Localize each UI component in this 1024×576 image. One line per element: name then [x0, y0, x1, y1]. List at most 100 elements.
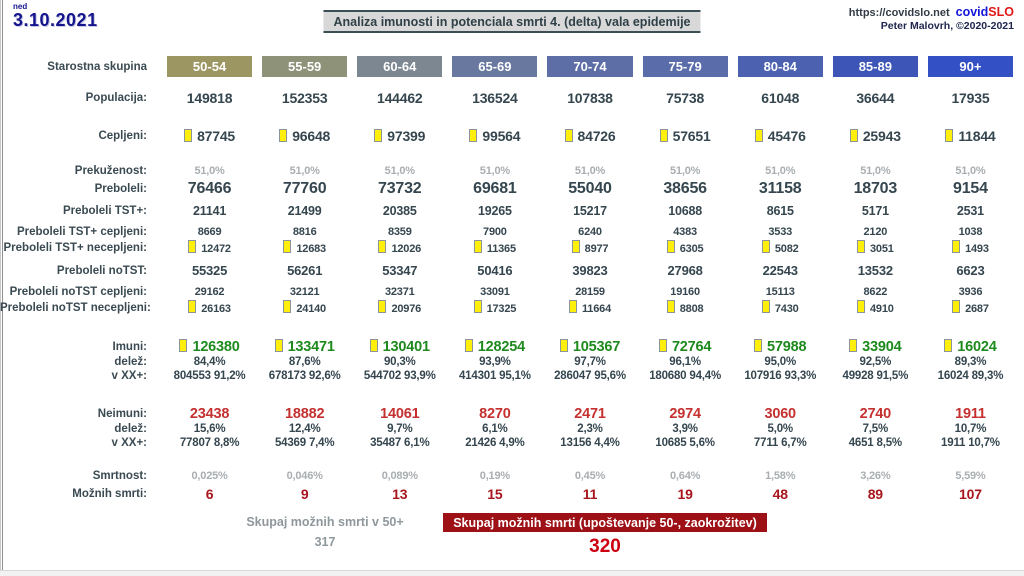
- cell-prekuzenost-75-79: 51,0%: [670, 165, 701, 177]
- age-group-row-label: Starostna skupina: [47, 60, 147, 73]
- cell-preboleli-60-64: 73732: [378, 180, 422, 197]
- cell-preboleli-tst-50-54: 21141: [193, 204, 227, 218]
- cell-imuni-vxx-65-69: 414301 95,1%: [458, 369, 531, 382]
- cell-notst-cepljeni-90+: 3936: [958, 286, 983, 298]
- cell-notst-necepljeni-85-89: 4910: [828, 300, 923, 316]
- cell-cepljeni-80-84: 45476: [733, 127, 828, 145]
- age-group-header-60-64: 60-64: [357, 56, 443, 77]
- cell-neimuni-delez-90+: 10,7%: [954, 423, 987, 435]
- cell-smrtnost-75-79: 0,64%: [670, 470, 701, 482]
- total-deaths-50plus-label: Skupaj možnih smrti v 50+: [246, 515, 404, 529]
- cell-cepljeni-90+: 11844: [923, 127, 1018, 145]
- cell-moznih-smrti-60-64: 13: [392, 486, 408, 502]
- yellow-marker-icon: [761, 300, 770, 313]
- cell-preboleli-75-79: 38656: [663, 180, 707, 197]
- cell-tst-cepljeni-80-84: 3533: [768, 226, 793, 238]
- cell-neimuni-vxx-55-59: 54369 7,4%: [274, 436, 335, 449]
- cell-tst-necepljeni-60-64: 12026: [352, 240, 447, 256]
- yellow-marker-icon: [473, 240, 482, 253]
- cell-prekuzenost-65-69: 51,0%: [479, 165, 510, 177]
- yellow-marker-icon: [666, 240, 675, 253]
- cell-preboleli-85-89: 18703: [853, 180, 898, 197]
- row-neimuni-delez: delež: 15,6% 12,4% 9,7% 6,1% 2,3% 3,9% 5,0% 7,5%…: [0, 423, 1018, 437]
- age-group-header-65-69: 65-69: [452, 56, 538, 77]
- yellow-marker-icon: [179, 339, 188, 352]
- cell-neimuni-55-59: 18882: [285, 406, 325, 422]
- cell-neimuni-vxx-75-79: 10685 5,6%: [655, 436, 715, 449]
- yellow-marker-icon: [188, 240, 197, 253]
- cell-preboleli-55-59: 77760: [282, 180, 327, 197]
- cell-neimuni-vxx-80-84: 7711 6,7%: [753, 436, 807, 449]
- cell-tst-necepljeni-50-54: 12472: [162, 240, 257, 256]
- author-credit: Peter Malovrh, ©2020-2021: [880, 20, 1014, 32]
- age-group-header-70-74: 70-74: [547, 56, 633, 77]
- row-preboleli-notst: Preboleli noTST: 55325 56261 53347 50416 3982…: [0, 263, 1018, 279]
- cell-smrtnost-80-84: 1,58%: [765, 470, 796, 482]
- yellow-marker-icon: [761, 240, 770, 253]
- cell-cepljeni-55-59: 96648: [257, 127, 352, 145]
- site-url-line: https://covidslo.net covidSLO: [849, 5, 1014, 20]
- cell-neimuni-85-89: 2740: [859, 406, 892, 422]
- row-prekuzenost: Prekuženost: 51,0% 51,0% 51,0% 51,0% 51,0% 51,…: [0, 165, 1018, 178]
- row-label-notst-cepljeni: Preboleli noTST cepljeni:: [9, 286, 147, 298]
- header-links: https://covidslo.net covidSLO Peter Malov…: [849, 5, 1014, 33]
- cell-tst-necepljeni-90+: 1493: [923, 240, 1018, 256]
- cell-notst-necepljeni-65-69: 17325: [447, 300, 542, 316]
- page-title: Analiza imunosti in potenciala smrti 4. …: [323, 10, 701, 33]
- row-populacija: Populacija: 149818 152353 144462 136524 10783…: [0, 89, 1018, 107]
- cell-notst-necepljeni-80-84: 7430: [733, 300, 828, 316]
- row-label-preboleli-tst: Preboleli TST+:: [62, 205, 147, 217]
- cell-moznih-smrti-65-69: 15: [487, 486, 503, 502]
- row-label-neimuni-delez: delež:: [114, 423, 147, 435]
- cell-imuni-delez-85-89: 92,5%: [859, 356, 892, 368]
- cell-prekuzenost-85-89: 51,0%: [860, 165, 891, 177]
- cell-imuni-delez-80-84: 95,0%: [764, 356, 797, 368]
- cell-imuni-delez-55-59: 87,6%: [288, 356, 321, 368]
- site-url-link[interactable]: https://covidslo.net: [848, 7, 950, 19]
- cell-notst-cepljeni-85-89: 8622: [863, 286, 888, 298]
- cell-neimuni-delez-75-79: 3,9%: [672, 423, 698, 435]
- cell-preboleli-tst-85-89: 5171: [861, 204, 889, 218]
- cell-imuni-90+: 16024: [923, 338, 1018, 356]
- cell-notst-necepljeni-50-54: 26163: [162, 300, 257, 316]
- cell-neimuni-vxx-50-54: 77807 8,8%: [179, 436, 240, 449]
- cell-preboleli-tst-55-59: 21499: [287, 204, 322, 218]
- cell-tst-necepljeni-80-84: 5082: [733, 240, 828, 256]
- cell-preboleli-tst-60-64: 20385: [382, 204, 417, 218]
- row-label-imuni-vxx: v XX+:: [111, 369, 147, 382]
- cell-notst-necepljeni-75-79: 8808: [638, 300, 733, 316]
- cell-imuni-vxx-70-74: 286047 95,6%: [554, 369, 626, 382]
- cell-notst-cepljeni-75-79: 19160: [670, 286, 700, 298]
- cell-imuni-vxx-85-89: 49928 91,5%: [842, 369, 909, 382]
- row-label-cepljeni: Cepljeni:: [98, 130, 147, 142]
- cell-preboleli-tst-70-74: 15217: [573, 204, 607, 218]
- table-body: Populacija: 149818 152353 144462 136524 10783…: [0, 89, 1018, 503]
- report-date: ned 3.10.2021: [13, 3, 98, 30]
- cell-preboleli-notst-55-59: 56261: [287, 263, 323, 278]
- cell-notst-necepljeni-60-64: 20976: [352, 300, 447, 316]
- brand-slo: SLO: [988, 5, 1014, 19]
- cell-tst-necepljeni-75-79: 6305: [638, 240, 733, 256]
- cell-smrtnost-50-54: 0,025%: [191, 470, 228, 482]
- row-label-preboleli: Preboleli:: [94, 183, 147, 195]
- cell-populacija-75-79: 75738: [666, 90, 705, 106]
- yellow-marker-icon: [849, 339, 858, 352]
- cell-notst-cepljeni-80-84: 15113: [765, 286, 795, 298]
- cell-neimuni-60-64: 14061: [380, 406, 420, 422]
- yellow-marker-icon: [283, 300, 292, 313]
- cell-moznih-smrti-90+: 107: [959, 486, 982, 502]
- cell-preboleli-tst-90+: 2531: [956, 204, 984, 218]
- yellow-marker-icon: [274, 339, 283, 352]
- yellow-marker-icon: [374, 129, 383, 142]
- yellow-marker-icon: [283, 240, 292, 253]
- cell-preboleli-65-69: 69681: [473, 180, 517, 197]
- total-deaths-50plus-value: 317: [314, 535, 336, 549]
- cell-populacija-90+: 17935: [951, 90, 990, 106]
- cell-imuni-delez-60-64: 90,3%: [383, 356, 416, 368]
- total-deaths-badge-label: Skupaj možnih smrti (upoštevanje 50-, za…: [443, 513, 767, 532]
- cell-neimuni-50-54: 23438: [189, 406, 230, 422]
- cell-smrtnost-85-89: 3,26%: [860, 470, 891, 482]
- cell-neimuni-vxx-60-64: 35487 6,1%: [370, 436, 430, 449]
- cell-neimuni-vxx-70-74: 13156 4,4%: [560, 436, 620, 449]
- cell-populacija-80-84: 61048: [761, 90, 800, 106]
